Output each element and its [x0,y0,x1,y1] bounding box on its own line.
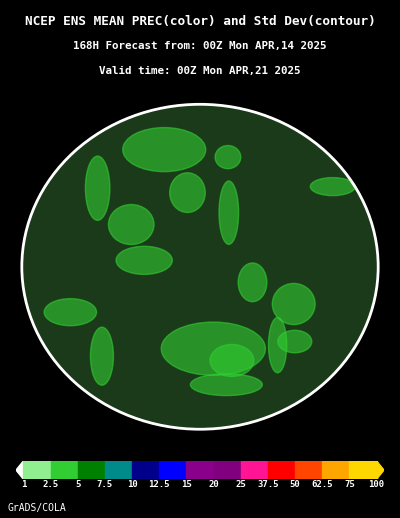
Text: 100: 100 [368,481,385,490]
Text: 37.5: 37.5 [257,481,279,490]
Bar [159,461,186,479]
Bar [50,461,78,479]
Text: 7.5: 7.5 [97,481,113,490]
Text: 10: 10 [127,481,138,490]
Ellipse shape [123,127,206,171]
Bar [186,461,214,479]
Circle shape [22,104,378,429]
Text: Valid time: 00Z Mon APR,21 2025: Valid time: 00Z Mon APR,21 2025 [99,66,301,76]
Bar [78,461,105,479]
Text: 5: 5 [75,481,80,490]
Bar [268,461,295,479]
Bar [241,461,268,479]
Ellipse shape [219,181,239,244]
Ellipse shape [90,327,114,385]
Text: 50: 50 [290,481,300,490]
Text: GrADS/COLA: GrADS/COLA [8,502,67,513]
Polygon shape [16,461,23,479]
Ellipse shape [272,283,315,325]
Ellipse shape [278,330,312,353]
Text: 75: 75 [344,481,355,490]
Ellipse shape [108,205,154,244]
Ellipse shape [268,318,287,373]
Bar [295,461,322,479]
Bar [214,461,241,479]
Ellipse shape [170,173,205,212]
Ellipse shape [116,246,172,275]
Bar [350,461,377,479]
Text: 20: 20 [208,481,219,490]
Text: NCEP ENS MEAN PREC(color) and Std Dev(contour): NCEP ENS MEAN PREC(color) and Std Dev(co… [25,15,375,28]
Text: 25: 25 [235,481,246,490]
Text: 168H Forecast from: 00Z Mon APR,14 2025: 168H Forecast from: 00Z Mon APR,14 2025 [73,41,327,51]
Ellipse shape [215,146,241,169]
Text: 2.5: 2.5 [42,481,58,490]
Ellipse shape [190,373,262,396]
Ellipse shape [86,156,110,220]
Ellipse shape [210,344,254,377]
Bar [23,461,50,479]
Text: 1: 1 [21,481,26,490]
Ellipse shape [161,322,266,376]
Ellipse shape [238,263,267,301]
Bar [105,461,132,479]
Bar [322,461,350,479]
Text: 15: 15 [181,481,192,490]
Bar [132,461,159,479]
Ellipse shape [44,298,96,326]
Ellipse shape [310,178,355,196]
Polygon shape [377,461,384,479]
Text: 62.5: 62.5 [312,481,333,490]
Text: 12.5: 12.5 [148,481,170,490]
